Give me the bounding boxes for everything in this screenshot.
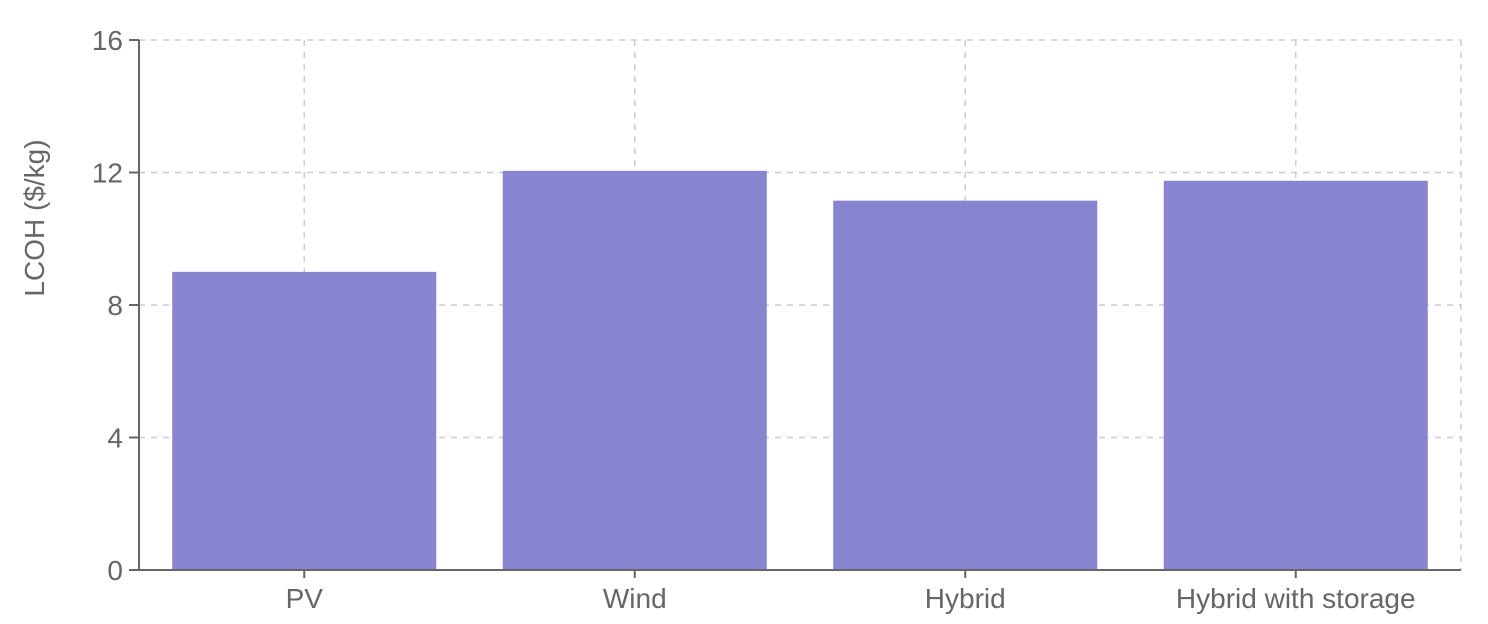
bar-hybrid [833, 200, 1098, 570]
bars [172, 170, 1428, 570]
bar-pv [172, 271, 437, 570]
y-tick-label-0: 0 [107, 555, 123, 586]
y-tick-label-4: 16 [92, 25, 123, 56]
bar-wind [502, 170, 767, 570]
bar-hybrid-with-storage [1163, 180, 1428, 570]
axes: 0 4 8 12 16 PV Wind Hybrid Hybrid with storage [92, 25, 1461, 614]
y-tick-label-2: 8 [107, 290, 123, 321]
y-axis-label: LCOH ($/kg) [19, 139, 50, 296]
x-tick-label-2: Hybrid [925, 583, 1006, 614]
x-tick-label-3: Hybrid with storage [1176, 583, 1416, 614]
y-tick-label-3: 12 [92, 158, 123, 189]
x-tick-label-1: Wind [603, 583, 667, 614]
x-tick-label-0: PV [286, 583, 324, 614]
y-tick-label-1: 4 [107, 423, 123, 454]
